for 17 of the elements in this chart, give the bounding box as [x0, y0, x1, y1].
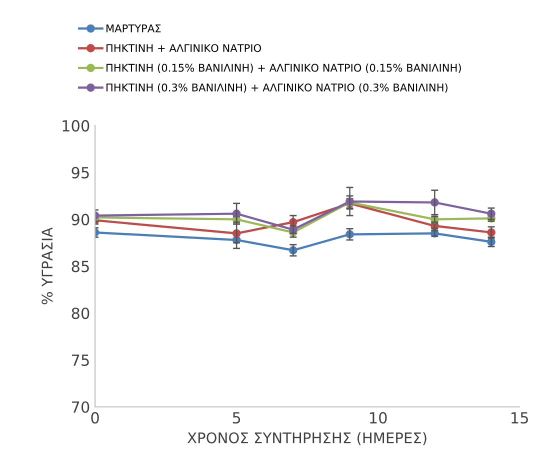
y-tick-label: 95	[72, 166, 89, 178]
y-tick-label: 80	[72, 308, 90, 320]
x-axis-title: ΧΡΟΝΟΣ ΣΥΝΤΗΡΗΣΗΣ (ΗΜΕΡΕΣ)	[187, 432, 426, 446]
y-tick-label: 100	[62, 120, 90, 132]
legend-label: ΠΗΚΤΙΝΗ (0.3% ΒΑΝΙΛΙΝΗ) + ΑΛΓΙΝΙΚΟ ΝΑΤΡΙΟ (0.3% ΒΑΝΙΛΙΝΗ)	[106, 83, 448, 93]
legend-label: ΜΑΡΤΥΡΑΣ	[106, 24, 161, 32]
y-tick-label: 75	[72, 354, 89, 366]
y-tick-label: 85	[72, 260, 89, 272]
y-tick-label: 70	[72, 401, 90, 413]
x-tick-label: 10	[370, 412, 387, 424]
x-tick-label: 15	[512, 412, 528, 424]
y-axis-title: % ΥΓΡΑΣΙΑ	[42, 227, 53, 304]
y-tick-label: 90	[72, 214, 90, 226]
legend-label: ΠΗΚΤΙΝΗ + ΑΛΓΙΝΙΚΟ ΝΑΤΡΙΟ	[106, 44, 262, 52]
x-tick-label: 0	[91, 412, 99, 424]
x-tick-label: 5	[232, 412, 240, 424]
legend-label: ΠΗΚΤΙΝΗ (0.15% ΒΑΝΙΛΙΝΗ) + ΑΛΓΙΝΙΚΟ ΝΑΤΡΙΟ (0.15% ΒΑΝΙΛΙΝΗ)	[106, 64, 461, 74]
